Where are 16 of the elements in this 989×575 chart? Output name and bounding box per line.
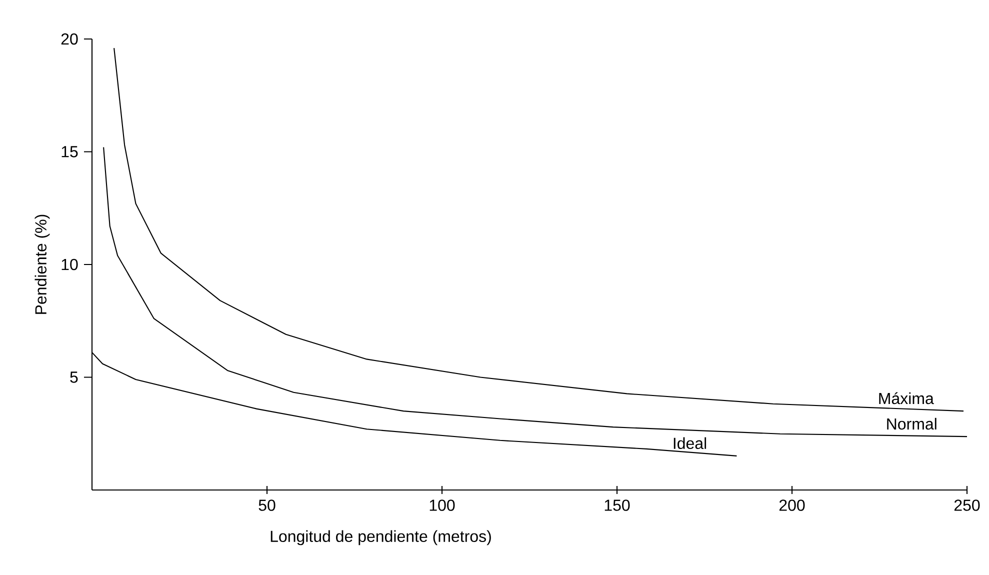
y-tick-label: 10 <box>62 258 78 270</box>
line-series <box>103 146 968 438</box>
y-axis-title: Pendiente (%) <box>34 214 50 314</box>
annotation: Normal <box>887 418 936 430</box>
y-tick-label: 15 <box>62 146 78 158</box>
line-series <box>114 47 964 412</box>
x-tick-label: 100 <box>430 500 455 511</box>
y-tick-label: 20 <box>61 33 78 45</box>
x-axis-title: Longitud de pendiente (metros) <box>270 530 491 546</box>
x-tick-label: 50 <box>258 500 276 511</box>
annotation: Máxima <box>879 392 934 404</box>
annotation: Ideal <box>674 437 706 450</box>
y-tick-label: 5 <box>70 372 78 383</box>
x-tick-label: 200 <box>779 500 805 511</box>
x-tick-label: 250 <box>954 500 980 511</box>
x-tick-label: 150 <box>604 500 630 511</box>
